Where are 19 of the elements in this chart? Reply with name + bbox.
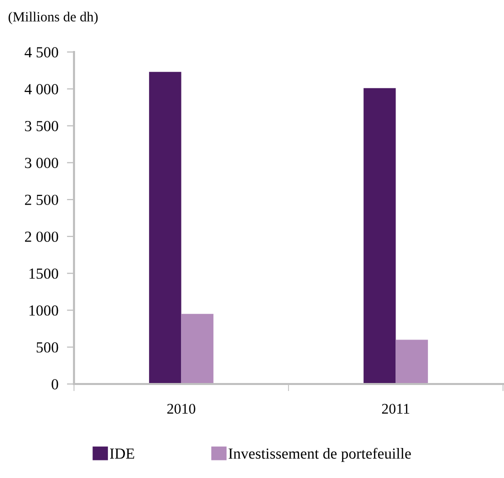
bar (396, 340, 428, 384)
y-tick-label: 4 500 (24, 47, 58, 58)
y-tick-label: 2 500 (25, 194, 58, 206)
x-tick-label: 2011 (382, 404, 410, 414)
y-tick-label: 3 500 (25, 120, 58, 132)
y-tick-label: 2 000 (25, 232, 58, 242)
legend-label: Investissement de portefeuille (228, 448, 411, 462)
y-axis-title: (Millions de dh) (8, 12, 98, 24)
bar (149, 72, 182, 384)
bar (364, 88, 396, 384)
y-tick-label: 4 000 (24, 84, 58, 94)
x-tick-label: 2010 (167, 404, 196, 414)
y-tick-label: 500 (36, 342, 58, 353)
y-tick-label: 1000 (30, 305, 58, 316)
bar (181, 314, 214, 384)
y-tick-label: 1500 (30, 268, 58, 279)
y-tick-label: 0 (52, 379, 58, 390)
legend-label: IDE (110, 448, 134, 459)
y-tick-label: 3 000 (25, 158, 58, 168)
